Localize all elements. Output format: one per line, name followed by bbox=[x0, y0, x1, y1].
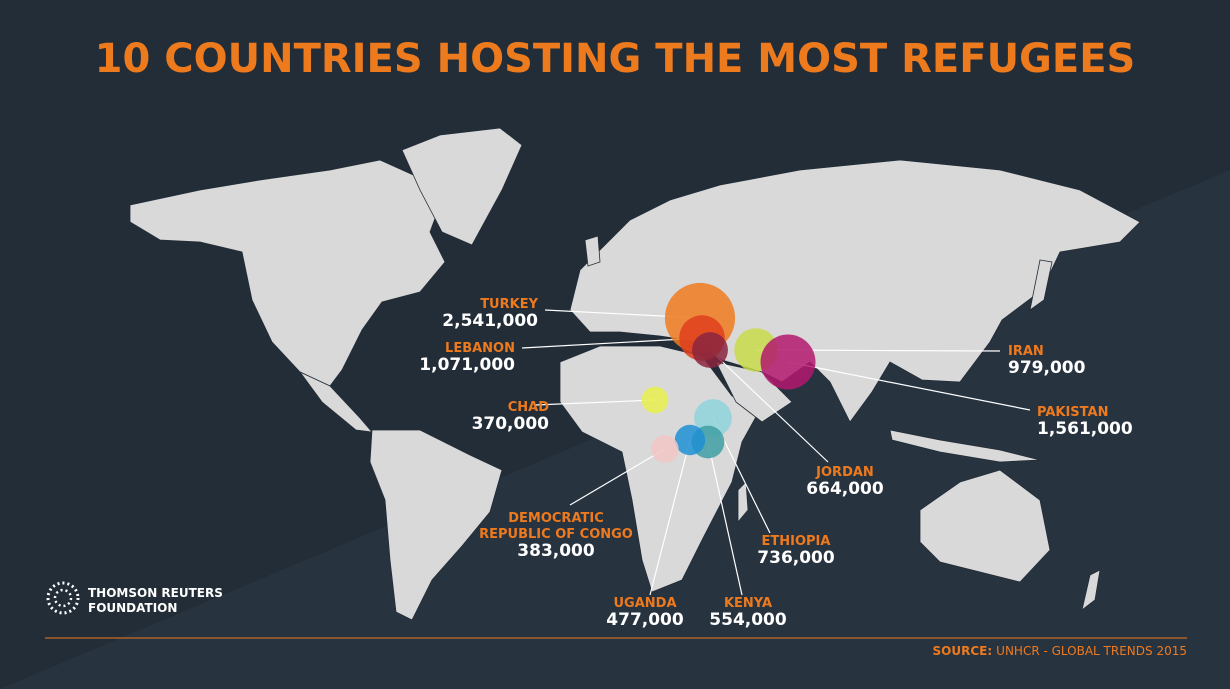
source-text: UNHCR - GLOBAL TRENDS 2015 bbox=[996, 644, 1187, 658]
country-name: IRAN bbox=[1008, 344, 1044, 359]
country-name: LEBANON bbox=[445, 341, 515, 356]
logo-mark-inner bbox=[53, 588, 73, 608]
country-name: ETHIOPIA bbox=[762, 534, 831, 549]
country-name: REPUBLIC OF CONGO bbox=[479, 527, 633, 542]
refugee-bubble bbox=[651, 435, 679, 463]
refugee-count: 2,541,000 bbox=[442, 311, 538, 331]
new-zealand bbox=[1081, 569, 1101, 611]
refugee-count: 664,000 bbox=[806, 479, 884, 499]
greenland bbox=[401, 127, 523, 246]
refugee-bubbles bbox=[521, 282, 1031, 596]
source-prefix: SOURCE: bbox=[933, 644, 993, 658]
country-name: JORDAN bbox=[815, 465, 874, 480]
leader-line bbox=[787, 361, 1031, 411]
country-name: PAKISTAN bbox=[1037, 405, 1108, 420]
logo-mark bbox=[46, 581, 80, 615]
refugee-count: 370,000 bbox=[472, 414, 550, 434]
refugee-count: 979,000 bbox=[1008, 358, 1086, 378]
logo-text: FOUNDATION bbox=[88, 601, 177, 615]
indonesia bbox=[889, 429, 1041, 463]
refugee-bubble bbox=[641, 386, 669, 414]
madagascar bbox=[737, 481, 749, 524]
refugee-count: 554,000 bbox=[709, 610, 787, 630]
country-name: DEMOCRATIC bbox=[508, 511, 604, 526]
country-name: UGANDA bbox=[613, 596, 676, 611]
australia bbox=[919, 469, 1051, 583]
refugee-count: 736,000 bbox=[757, 548, 835, 568]
logo: THOMSON REUTERS FOUNDATION bbox=[46, 581, 223, 615]
country-name: KENYA bbox=[724, 596, 772, 611]
leader-line bbox=[534, 399, 656, 406]
title: 10 COUNTRIES HOSTING THE MOST REFUGEES bbox=[95, 36, 1136, 82]
refugee-count: 383,000 bbox=[517, 541, 595, 561]
leader-line bbox=[569, 448, 666, 506]
south-america bbox=[369, 429, 503, 621]
refugee-count: 1,561,000 bbox=[1037, 419, 1133, 439]
refugee-count: 477,000 bbox=[606, 610, 684, 630]
refugee-count: 1,071,000 bbox=[419, 355, 515, 375]
country-name: TURKEY bbox=[480, 297, 538, 312]
source: SOURCE: UNHCR - GLOBAL TRENDS 2015 bbox=[933, 644, 1187, 658]
leader-line bbox=[707, 441, 743, 596]
leader-line bbox=[649, 439, 691, 596]
refugee-bubble bbox=[692, 332, 728, 368]
uk bbox=[584, 235, 601, 267]
refugee-bubble bbox=[760, 334, 816, 390]
refugee-bubble bbox=[674, 424, 706, 456]
japan bbox=[1029, 259, 1053, 311]
country-name: CHAD bbox=[508, 400, 549, 415]
leader-line bbox=[521, 337, 703, 349]
leader-line bbox=[709, 349, 829, 463]
north-america bbox=[129, 159, 446, 387]
logo-text: THOMSON REUTERS bbox=[88, 586, 223, 600]
